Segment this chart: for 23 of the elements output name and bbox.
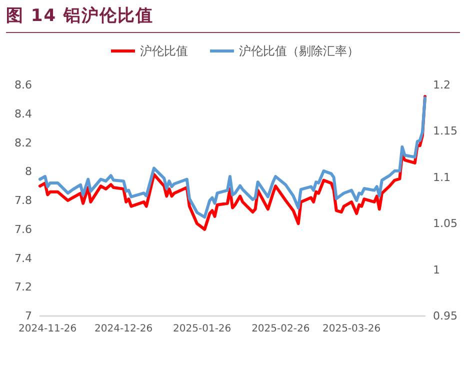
chart-title: 图 14 铝沪伦比值 [6, 4, 460, 33]
x-tick-label: 2024-12-26 [94, 324, 153, 334]
y2-tick-label: 1.2 [433, 78, 450, 92]
y2-tick-label: 1.1 [433, 170, 450, 184]
x-tick-label: 2025-03-26 [322, 324, 381, 334]
y-tick-label: 8.2 [14, 136, 32, 150]
y-tick-label: 7.4 [14, 252, 32, 265]
y2-tick-label: 1 [433, 263, 440, 276]
y2-tick-label: 0.95 [433, 310, 458, 322]
y-tick-label: 8.4 [14, 107, 32, 120]
y-tick-label: 7.2 [14, 280, 32, 294]
x-tick-label: 2025-01-26 [173, 324, 232, 334]
y-tick-label: 8.6 [14, 78, 32, 92]
legend-label: 沪伦比值 [140, 44, 188, 58]
x-tick-label: 2025-02-26 [252, 324, 310, 334]
y-tick-label: 8 [25, 165, 32, 178]
legend-label: 沪伦比值（剔除汇率） [239, 44, 359, 58]
x-tick-label: 2024-11-26 [18, 324, 77, 334]
y-tick-label: 7.6 [14, 222, 32, 236]
y2-tick-label: 1.05 [433, 217, 458, 230]
y2-tick-label: 1.15 [433, 124, 458, 138]
y-tick-label: 7 [25, 310, 32, 322]
y-tick-label: 7.8 [14, 194, 32, 207]
